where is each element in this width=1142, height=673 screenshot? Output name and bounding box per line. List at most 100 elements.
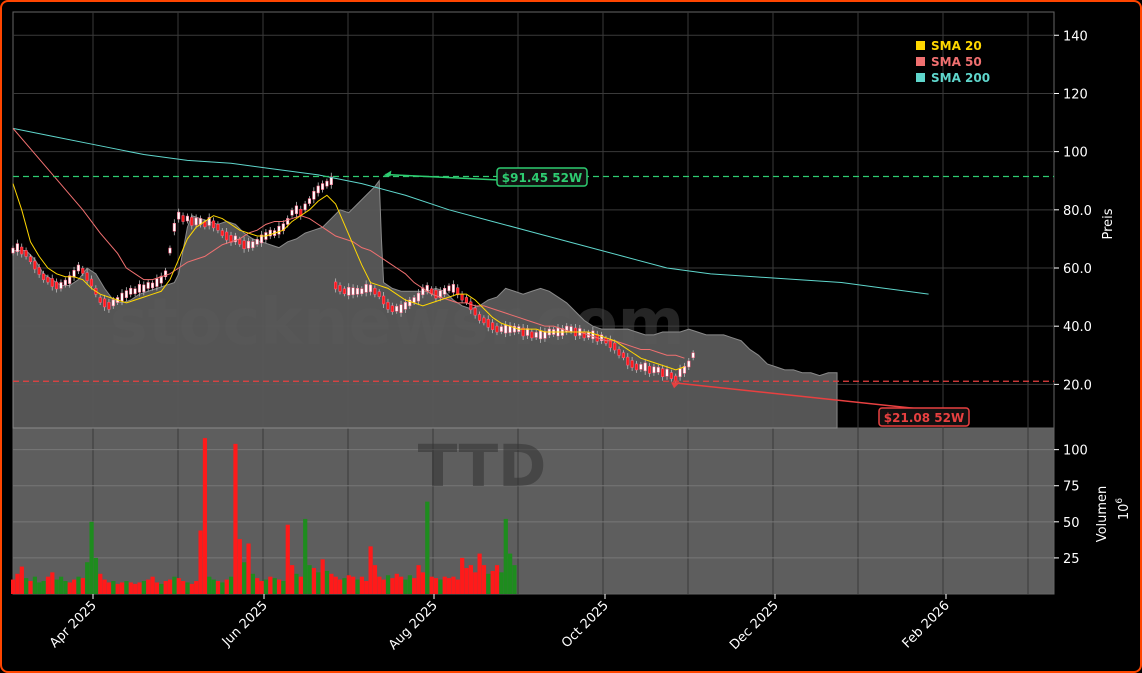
volume-bar <box>281 581 286 594</box>
candle <box>434 289 438 299</box>
volume-bar <box>24 578 29 594</box>
volume-bar <box>41 581 46 594</box>
candle <box>50 278 54 287</box>
candle <box>81 268 85 274</box>
candle <box>329 176 333 185</box>
volume-bar <box>503 518 508 594</box>
candle <box>682 366 686 374</box>
price-tick-label: 140 <box>1063 29 1088 44</box>
volume-bar <box>364 581 369 594</box>
volume-bar <box>54 579 59 594</box>
volume-bar <box>329 573 334 594</box>
volume-bar <box>320 559 325 594</box>
volume-tick-label: 75 <box>1063 480 1080 495</box>
candle <box>512 325 516 333</box>
volume-bar <box>399 576 404 594</box>
candle <box>246 240 250 249</box>
volume-bar <box>460 557 465 594</box>
volume-bar <box>28 581 33 594</box>
candle <box>368 284 373 293</box>
volume-bar <box>220 582 225 594</box>
legend-label: SMA 20 <box>931 39 982 53</box>
candle <box>41 273 46 280</box>
volume-tick-label: 100 <box>1063 444 1088 459</box>
price-tick-label: 60.0 <box>1063 262 1092 277</box>
candle <box>456 287 460 296</box>
candle <box>451 284 455 293</box>
candle <box>251 241 255 248</box>
volume-bar <box>242 562 247 594</box>
volume-bar <box>333 576 338 594</box>
volume-bar <box>32 576 37 594</box>
volume-exponent-base: 10 <box>1117 504 1132 521</box>
volume-bar <box>93 557 99 594</box>
candle <box>150 282 155 289</box>
candle <box>360 288 364 295</box>
candle <box>294 205 298 215</box>
volume-bar <box>359 576 364 594</box>
volume-bar <box>15 573 20 594</box>
volume-bar <box>37 582 42 594</box>
price-tick-label: 40.0 <box>1063 320 1092 335</box>
volume-bar <box>416 565 421 594</box>
candle <box>473 307 477 316</box>
price-tick-label: 20.0 <box>1063 378 1092 393</box>
candle <box>674 375 678 382</box>
volume-bar <box>141 581 146 594</box>
high-label-box <box>496 167 588 187</box>
volume-bar <box>146 579 151 594</box>
candle <box>508 325 512 333</box>
volume-bar <box>455 579 460 594</box>
candle <box>181 215 185 222</box>
candle <box>103 298 107 308</box>
candle <box>233 235 237 243</box>
volume-bar <box>351 576 356 594</box>
volume-bar <box>159 583 164 594</box>
volume-bar <box>338 579 343 594</box>
volume-bar <box>137 582 142 594</box>
candle <box>225 231 229 241</box>
candle <box>691 352 695 359</box>
x-tick-label: Apr 2025 <box>47 598 100 651</box>
low-label-box <box>878 407 970 427</box>
volume-bar <box>272 578 277 594</box>
candle <box>390 305 394 312</box>
candle <box>59 282 63 289</box>
legend-label: SMA 50 <box>931 55 982 69</box>
candle <box>72 270 76 278</box>
candle <box>469 301 473 311</box>
candle <box>521 327 525 337</box>
candle <box>238 239 242 245</box>
candle <box>569 326 573 332</box>
volume-bar <box>490 570 495 594</box>
candle <box>216 224 220 231</box>
volume-bar <box>290 565 295 594</box>
candle <box>382 295 386 305</box>
candle <box>316 185 320 194</box>
volume-bar <box>464 568 469 594</box>
volume-bar <box>233 443 238 594</box>
volume-bar <box>377 576 382 594</box>
candle <box>403 302 407 310</box>
candle <box>491 322 495 330</box>
volume-bar <box>211 579 216 594</box>
volume-bar <box>477 553 482 594</box>
volume-bar <box>72 579 77 594</box>
volume-bar <box>215 581 221 594</box>
candle <box>351 287 355 296</box>
candle <box>24 250 28 257</box>
volume-bar <box>246 543 251 594</box>
candle <box>591 330 595 340</box>
volume-bar <box>58 576 64 594</box>
candle <box>482 317 486 324</box>
volume-bar <box>80 578 85 594</box>
candle <box>120 292 124 302</box>
volume-bar <box>207 576 212 594</box>
candle <box>190 217 194 226</box>
volume-bar <box>50 572 55 594</box>
candle <box>89 278 94 287</box>
candle <box>347 287 351 296</box>
candle <box>164 270 168 278</box>
candle <box>220 230 224 236</box>
candle <box>155 278 159 287</box>
